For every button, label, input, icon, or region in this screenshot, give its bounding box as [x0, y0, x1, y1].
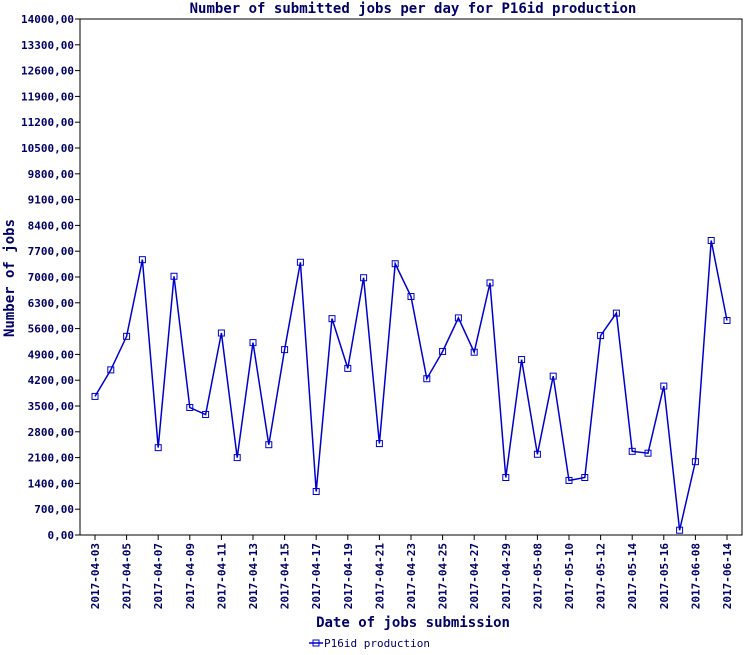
- y-tick-label: 4900,00: [28, 348, 74, 361]
- data-point: [91, 392, 99, 400]
- legend: P16id production: [309, 637, 430, 650]
- x-tick-label: 2017-04-13: [247, 543, 260, 609]
- series-line: [94, 240, 728, 531]
- data-point: [249, 339, 257, 347]
- y-tick-label: 9100,00: [28, 194, 74, 207]
- y-tick-label: 9800,00: [28, 168, 74, 181]
- x-tick-label: 2017-06-08: [689, 543, 702, 609]
- data-point: [565, 476, 573, 484]
- y-tick-label: 6300,00: [28, 297, 74, 310]
- data-point: [123, 332, 131, 340]
- data-point: [391, 260, 399, 268]
- data-point: [676, 526, 684, 534]
- y-tick-label: 8400,00: [28, 219, 74, 232]
- x-tick-label: 2017-04-11: [215, 543, 228, 610]
- data-point: [360, 274, 368, 282]
- x-tick-label: 2017-05-10: [563, 543, 576, 609]
- data-point: [375, 440, 383, 448]
- x-axis-label: Date of jobs submission: [316, 615, 510, 631]
- axes: 0,00 700,00 1400,00 2100,00 2800,00 3500,00 42…: [21, 13, 743, 610]
- data-point: [454, 314, 462, 322]
- x-tick-label: 2017-04-19: [342, 543, 355, 609]
- y-tick-label: 0,00: [48, 529, 75, 542]
- x-tick-label: 2017-04-29: [500, 543, 513, 609]
- data-point: [518, 356, 526, 364]
- x-tick-label: 2017-04-09: [184, 543, 197, 609]
- data-point: [597, 332, 605, 340]
- data-point: [533, 450, 541, 458]
- plot-frame: [79, 18, 743, 536]
- data-point: [486, 279, 494, 287]
- data-point: [660, 382, 668, 390]
- x-tick-label: 2017-05-16: [658, 543, 671, 610]
- data-point: [581, 474, 589, 482]
- y-tick-label: 12600,00: [21, 65, 74, 78]
- x-tick-label: 2017-04-27: [468, 543, 481, 609]
- data-point: [217, 329, 225, 337]
- y-tick-label: 11900,00: [21, 90, 74, 103]
- data-point: [170, 272, 178, 280]
- y-tick-label: 11200,00: [21, 116, 74, 129]
- y-tick-label: 7000,00: [28, 271, 74, 284]
- x-tick-label: 2017-04-25: [437, 543, 450, 609]
- y-axis-label: Number of jobs: [2, 219, 18, 337]
- data-point: [296, 258, 304, 266]
- data-point: [470, 348, 478, 356]
- x-tick-label: 2017-04-15: [279, 543, 292, 609]
- x-tick-label: 2017-04-05: [121, 543, 134, 609]
- y-tick-label: 700,00: [34, 503, 74, 516]
- data-point: [265, 441, 273, 449]
- y-tick-label: 3500,00: [28, 400, 74, 413]
- data-point: [344, 364, 352, 372]
- data-point: [281, 346, 289, 354]
- data-point: [233, 454, 241, 462]
- data-point: [502, 474, 510, 482]
- x-tick-label: 2017-04-23: [405, 543, 418, 609]
- y-tick-label: 10500,00: [21, 142, 74, 155]
- legend-square-marker: [312, 639, 320, 647]
- data-point: [328, 315, 336, 323]
- x-tick-label: 2017-05-14: [626, 543, 639, 610]
- x-tick-label: 2017-04-21: [373, 543, 386, 610]
- data-point: [107, 366, 115, 374]
- data-point: [312, 488, 320, 496]
- data-point: [628, 447, 636, 455]
- x-tick-label: 2017-06-14: [721, 543, 734, 610]
- data-point: [202, 410, 210, 418]
- data-point: [138, 256, 146, 264]
- data-point: [691, 458, 699, 466]
- x-tick-label: 2017-04-03: [89, 543, 102, 609]
- data-point: [407, 293, 415, 301]
- y-tick-label: 7700,00: [28, 245, 74, 258]
- data-point: [439, 347, 447, 355]
- data-point: [644, 449, 652, 457]
- series-lines: [91, 237, 731, 534]
- y-tick-label: 1400,00: [28, 477, 74, 490]
- y-tick-label: 2100,00: [28, 452, 74, 465]
- legend-entry: P16id production: [324, 637, 430, 650]
- data-point: [723, 316, 731, 324]
- data-point: [423, 375, 431, 383]
- data-point: [612, 309, 620, 317]
- chart-title: Number of submitted jobs per day for P16…: [190, 1, 637, 17]
- y-tick-label: 13300,00: [21, 39, 74, 52]
- data-point: [186, 403, 194, 411]
- y-tick-label: 2800,00: [28, 426, 74, 439]
- data-point: [549, 372, 557, 380]
- x-tick-label: 2017-05-12: [595, 543, 608, 609]
- y-tick-label: 14000,00: [21, 13, 74, 26]
- x-tick-label: 2017-05-08: [531, 543, 544, 609]
- data-point: [154, 444, 162, 452]
- x-tick-label: 2017-04-17: [310, 543, 323, 609]
- data-point: [707, 237, 715, 245]
- y-tick-label: 4200,00: [28, 374, 74, 387]
- x-tick-label: 2017-04-07: [152, 543, 165, 609]
- y-tick-label: 5600,00: [28, 323, 74, 336]
